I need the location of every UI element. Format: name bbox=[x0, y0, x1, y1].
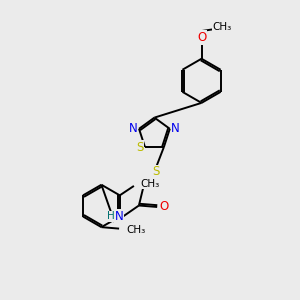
Text: CH₃: CH₃ bbox=[126, 225, 146, 235]
Text: O: O bbox=[159, 200, 168, 214]
Text: N: N bbox=[129, 122, 137, 135]
Text: N: N bbox=[171, 122, 180, 135]
Text: O: O bbox=[197, 31, 206, 44]
Text: CH₃: CH₃ bbox=[212, 22, 232, 32]
Text: H: H bbox=[107, 211, 115, 221]
Text: S: S bbox=[152, 165, 160, 178]
Text: N: N bbox=[115, 210, 123, 223]
Text: CH₃: CH₃ bbox=[140, 178, 160, 189]
Text: S: S bbox=[136, 141, 143, 154]
